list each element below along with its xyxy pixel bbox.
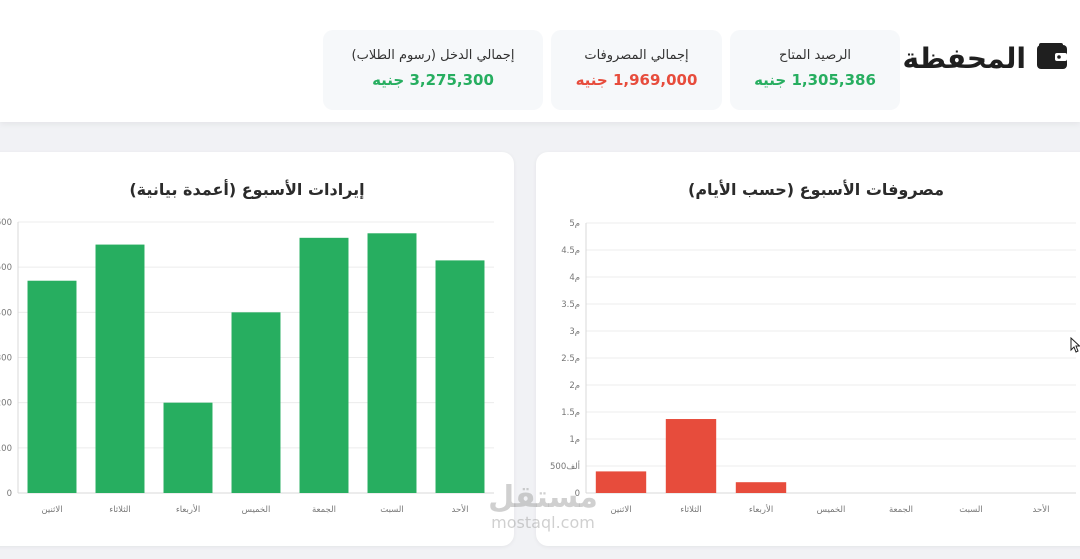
bar[interactable]: [27, 280, 77, 493]
y-tick-label: 0: [7, 489, 12, 499]
expenses-chart: 0 500ألف 1م 1.5م 2م 2.5م 3م 3.5م 4م 4.5م 5م الاثنين…: [550, 219, 1076, 515]
wallet-icon: [1036, 42, 1068, 74]
revenue-chart-card: إيرادات الأسبوع (أعمدة بيانية) 0 100 200 30…: [0, 152, 514, 546]
stat-card-income: إجمالي الدخل (رسوم الطلاب) 3,275,300 جني…: [323, 30, 543, 110]
y-tick-label: 500: [0, 263, 12, 273]
x-tick-label: السبت: [380, 505, 403, 515]
bar[interactable]: [595, 471, 647, 493]
watermark-url: mostaql.com: [491, 513, 595, 532]
x-tick-label: الأربعاء: [749, 504, 773, 515]
header: المحفظة الرصيد المتاح 1,305,386 جنيه إجم…: [0, 0, 1080, 122]
x-tick-label: الخميس: [817, 505, 846, 515]
stat-card-balance: الرصيد المتاح 1,305,386 جنيه: [730, 30, 900, 110]
bar[interactable]: [665, 419, 717, 493]
y-tick-label: 2.5م: [561, 354, 580, 364]
x-tick-label: الاثنين: [610, 505, 631, 515]
y-tick-label: 3.5م: [561, 300, 580, 310]
x-tick-label: الاثنين: [41, 505, 62, 515]
page-title: المحفظة: [902, 41, 1026, 75]
y-tick-label: 2م: [569, 381, 580, 391]
expenses-chart-card: مصروفات الأسبوع (حسب الأيام) 0 500ألف 1م 1.…: [536, 152, 1080, 546]
x-tick-label: الأحد: [1033, 504, 1050, 515]
watermark: مستقل mostaql.com: [478, 482, 608, 532]
y-tick-label: 400: [0, 308, 12, 318]
x-tick-label: السبت: [959, 505, 982, 515]
x-tick-label: الثلاثاء: [109, 505, 131, 515]
stat-label: الرصيد المتاح: [778, 48, 852, 63]
stat-label: إجمالي الدخل (رسوم الطلاب): [351, 48, 515, 63]
watermark-logo-text: مستقل: [488, 480, 598, 515]
revenue-chart: 0 100 200 300 400 500 600 الاثنين الثلاثاء الأربع…: [0, 218, 494, 515]
y-tick-label: 1.5م: [561, 408, 580, 418]
chart-title: إيرادات الأسبوع (أعمدة بيانية): [129, 180, 365, 199]
x-tick-label: الأربعاء: [176, 504, 200, 515]
y-tick-label: 4م: [569, 273, 580, 283]
x-tick-label: الجمعة: [889, 505, 913, 515]
stat-label: إجمالي المصروفات: [584, 48, 689, 63]
y-tick-label: 4.5م: [561, 246, 580, 256]
bar[interactable]: [163, 402, 213, 493]
bar[interactable]: [367, 233, 417, 493]
y-tick-label: 5م: [569, 219, 580, 229]
bar[interactable]: [435, 260, 485, 493]
y-tick-label: 0: [575, 489, 580, 499]
x-tick-label: الجمعة: [312, 505, 336, 515]
y-tick-label: 3م: [569, 327, 580, 337]
mouse-cursor-icon: [1070, 336, 1080, 357]
y-tick-label: 100: [0, 444, 12, 454]
x-tick-label: الأحد: [452, 504, 469, 515]
brand: المحفظة: [903, 38, 1068, 78]
chart-title: مصروفات الأسبوع (حسب الأيام): [688, 180, 944, 199]
x-tick-label: الخميس: [242, 505, 271, 515]
bar[interactable]: [231, 312, 281, 493]
y-tick-label: 500ألف: [550, 460, 580, 472]
stat-card-expenses: إجمالي المصروفات 1,969,000 جنيه: [551, 30, 722, 110]
bar[interactable]: [95, 244, 145, 493]
y-tick-label: 300: [0, 354, 12, 364]
stat-value: 1,969,000 جنيه: [575, 71, 698, 89]
bar[interactable]: [735, 482, 787, 493]
bar[interactable]: [299, 237, 349, 493]
stat-value: 1,305,386 جنيه: [754, 71, 876, 89]
y-tick-label: 200: [0, 399, 12, 409]
stat-value: 3,275,300 جنيه: [372, 71, 494, 89]
y-tick-label: 600: [0, 218, 12, 228]
y-tick-label: 1م: [569, 435, 580, 445]
x-tick-label: الثلاثاء: [680, 505, 702, 515]
